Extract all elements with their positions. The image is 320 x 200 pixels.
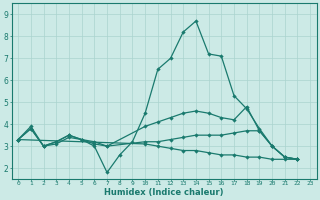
X-axis label: Humidex (Indice chaleur): Humidex (Indice chaleur) xyxy=(104,188,224,197)
